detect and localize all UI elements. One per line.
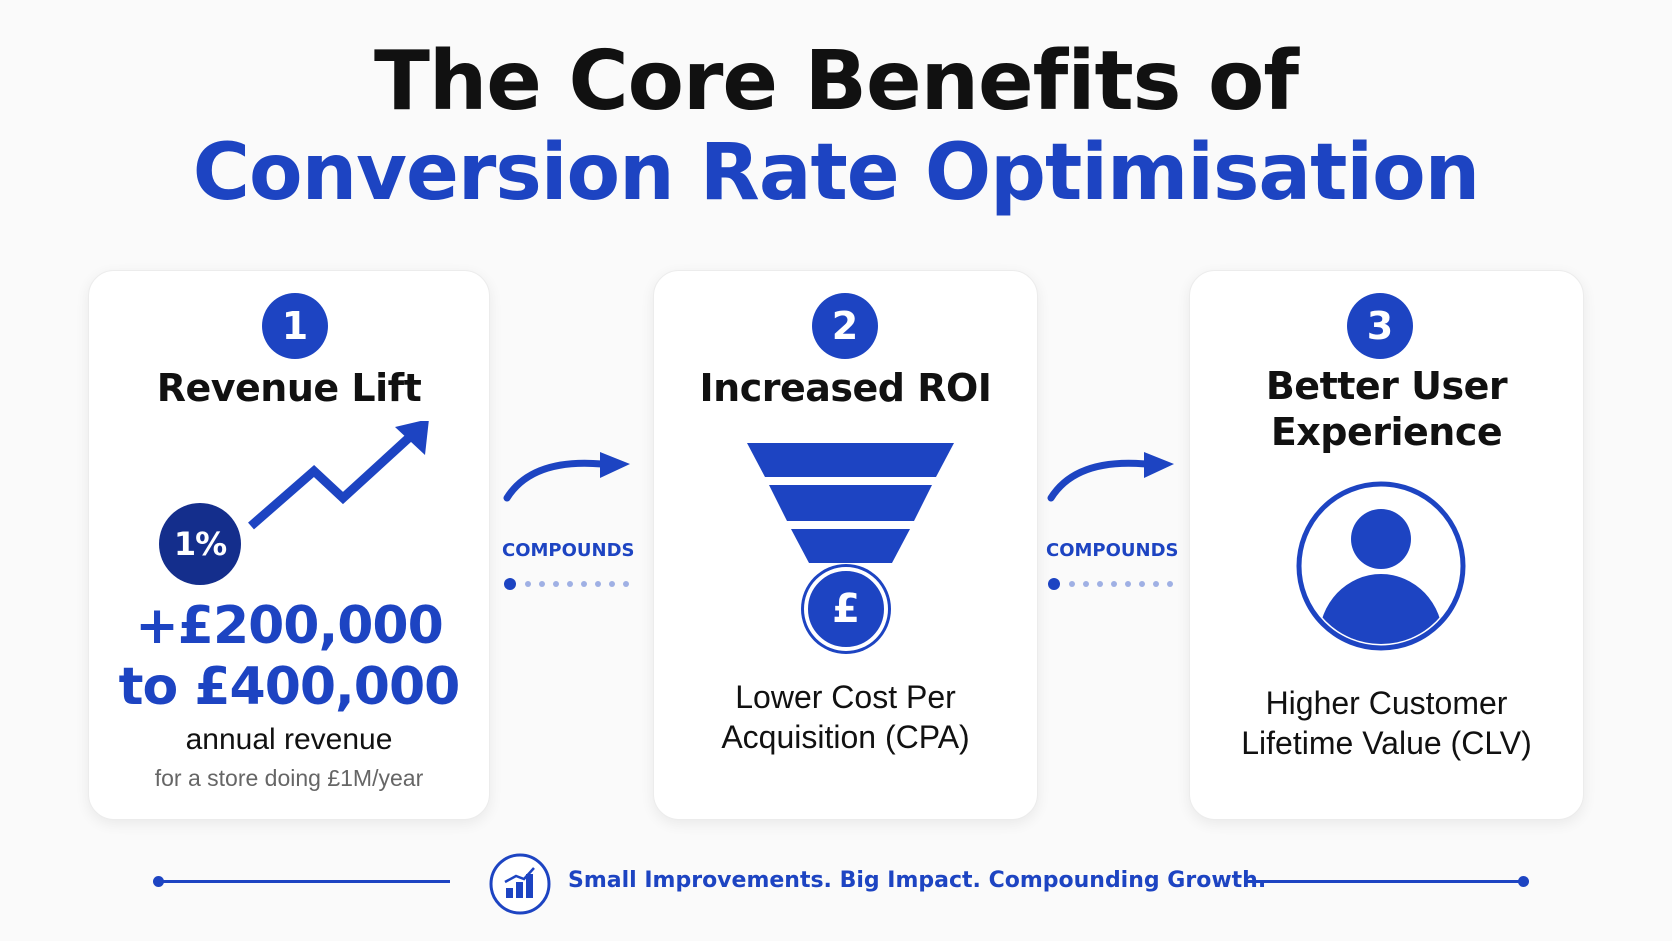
desc-line-1: Lower Cost Per <box>735 679 956 715</box>
revenue-note: for a store doing £1M/year <box>154 765 424 791</box>
compounds-connector-1: COMPOUNDS <box>502 430 652 600</box>
desc-line-1: Higher Customer <box>1265 685 1508 721</box>
footer-tagline: Small Improvements. Big Impact. Compound… <box>568 868 1267 893</box>
revenue-amount-from: +£200,000 <box>135 596 444 656</box>
step-number-badge: 1 <box>262 293 328 359</box>
footer-dot-right <box>1518 876 1529 887</box>
bar-chart-icon <box>489 853 551 915</box>
pound-coin-icon: £ <box>804 567 888 651</box>
title-line-2: Experience <box>1270 410 1503 454</box>
connector-label: COMPOUNDS <box>502 540 635 561</box>
card-revenue-lift: 1 Revenue Lift 1% +£200,000 to £400,000 … <box>88 270 490 820</box>
card-title: Increased ROI <box>699 366 992 410</box>
card-description: Higher Customer Lifetime Value (CLV) <box>1190 683 1583 763</box>
curved-arrow-icon <box>1047 452 1174 590</box>
step-number-badge: 3 <box>1347 293 1413 359</box>
card-description: Lower Cost Per Acquisition (CPA) <box>654 677 1037 757</box>
desc-line-2: Acquisition (CPA) <box>721 719 970 755</box>
coin-symbol: £ <box>832 586 860 632</box>
title-line-2: Conversion Rate Optimisation <box>192 128 1480 218</box>
card-increased-roi: 2 Increased ROI £ Lower Cost Per Acquisi… <box>653 270 1038 820</box>
badge-label: 1% <box>173 525 227 563</box>
upward-trend-arrow-icon <box>248 421 429 530</box>
title-line-1: The Core Benefits of <box>373 34 1299 129</box>
footer-divider-right <box>1244 880 1524 883</box>
compounds-connector-2: COMPOUNDS <box>1046 430 1196 600</box>
card-better-user-experience: 3 Better User Experience Higher Customer… <box>1189 270 1584 820</box>
revenue-caption: annual revenue <box>185 723 393 756</box>
desc-line-2: Lifetime Value (CLV) <box>1241 725 1532 761</box>
user-avatar-icon <box>1296 481 1466 651</box>
funnel-icon <box>747 443 954 563</box>
step-number-badge: 2 <box>812 293 878 359</box>
one-percent-badge: 1% <box>159 503 241 585</box>
curved-arrow-icon <box>503 452 630 590</box>
revenue-amount-to: to £400,000 <box>118 657 461 717</box>
card-title: Better User Experience <box>1190 363 1583 455</box>
connector-label: COMPOUNDS <box>1046 540 1179 561</box>
footer-divider-left <box>156 880 450 883</box>
card-title: Revenue Lift <box>156 366 422 410</box>
footer-dot-left <box>153 876 164 887</box>
title-line-1: Better User <box>1265 364 1508 408</box>
